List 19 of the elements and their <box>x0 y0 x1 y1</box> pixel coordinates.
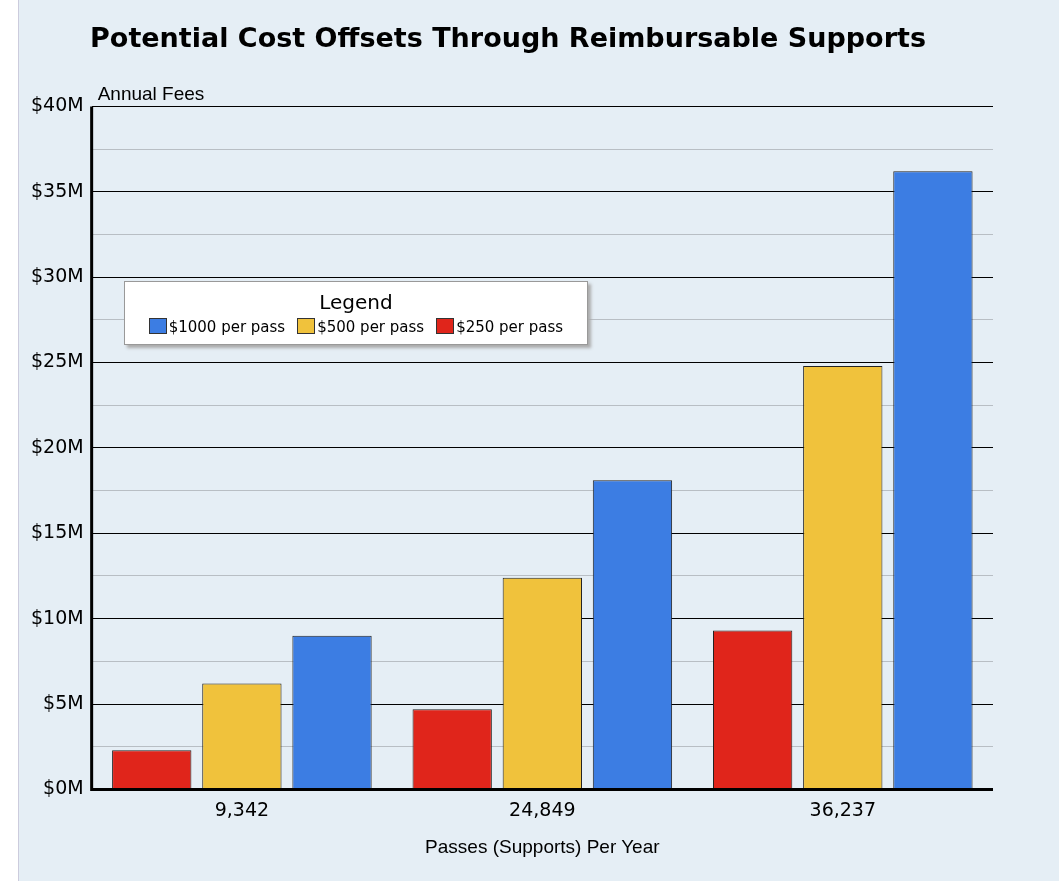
legend-label: $250 per pass <box>455 318 564 337</box>
y-tick-label: $40M <box>30 93 84 116</box>
y-tick-label: $20M <box>30 434 84 457</box>
y-tick-label: $25M <box>30 349 84 372</box>
y-tick-label: $5M <box>43 690 84 713</box>
y-tick-label: $15M <box>30 520 84 543</box>
x-tick-label: 24,849 <box>509 797 576 820</box>
legend-label: $1000 per pass <box>167 318 286 337</box>
legend-label: $500 per pass <box>316 318 425 337</box>
y-axis-title: Annual Fees <box>97 83 205 105</box>
chart-title: Potential Cost Offsets Through Reimbursable Supports <box>90 22 926 54</box>
legend-title: Legend <box>318 290 394 315</box>
x-axis-title: Passes (Supports) Per Year <box>425 835 661 857</box>
x-tick-label: 36,237 <box>809 797 877 820</box>
y-tick-label: $10M <box>30 605 84 628</box>
y-tick-label: $30M <box>30 264 84 287</box>
y-tick-label: $35M <box>30 178 84 201</box>
y-tick-label: $0M <box>43 776 84 799</box>
x-tick-label: 9,342 <box>214 797 270 820</box>
